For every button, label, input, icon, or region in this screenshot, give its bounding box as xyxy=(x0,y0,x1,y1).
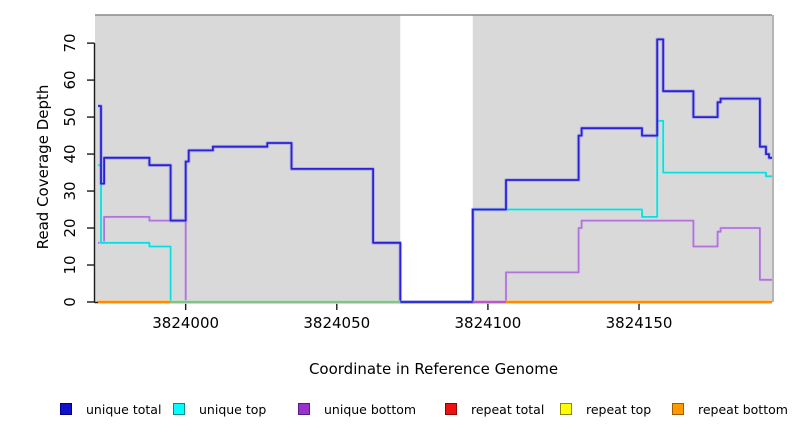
legend-swatch-icon xyxy=(445,403,457,415)
legend-swatch-icon xyxy=(560,403,572,415)
legend-swatch-icon xyxy=(173,403,185,415)
chart-legend: unique total unique top unique bottom repea… xyxy=(0,399,792,423)
legend-label: unique bottom xyxy=(324,401,417,417)
masked-gap-band xyxy=(400,15,473,302)
y-tick-label: 10 xyxy=(61,255,79,275)
legend-label: repeat top xyxy=(586,401,652,417)
x-tick-label: 3824050 xyxy=(303,314,371,332)
legend-swatch-icon xyxy=(298,403,310,415)
legend-label: repeat bottom xyxy=(698,401,788,417)
legend-label: repeat total xyxy=(471,401,545,417)
y-tick-label: 0 xyxy=(61,297,79,307)
legend-item-unique-top: unique top xyxy=(173,399,266,419)
x-tick-label: 3824000 xyxy=(152,314,220,332)
legend-item-unique-total: unique total xyxy=(60,399,161,419)
legend-item-repeat-top: repeat top xyxy=(560,399,651,419)
x-tick-label: 3824150 xyxy=(605,314,673,332)
series-line-unique-bottom xyxy=(98,216,772,303)
y-axis-title: Read Coverage Depth xyxy=(34,84,52,250)
y-tick-label: 60 xyxy=(61,70,79,90)
y-tick-label: 50 xyxy=(61,107,79,127)
y-tick-label: 20 xyxy=(61,218,79,238)
x-tick-label: 3824100 xyxy=(454,314,522,332)
legend-swatch-icon xyxy=(672,403,684,415)
legend-item-unique-bottom: unique bottom xyxy=(298,399,416,419)
legend-item-repeat-bottom: repeat bottom xyxy=(672,399,788,419)
legend-swatch-icon xyxy=(60,403,72,415)
legend-label: unique total xyxy=(86,401,162,417)
series-line-unique-total xyxy=(98,38,772,303)
series-line-unique-top xyxy=(98,119,772,303)
y-tick-label: 70 xyxy=(61,33,79,53)
legend-label: unique top xyxy=(199,401,267,417)
y-tick-label: 40 xyxy=(61,144,79,164)
legend-item-repeat-total: repeat total xyxy=(445,399,544,419)
y-tick-label: 30 xyxy=(61,181,79,201)
x-axis-title: Coordinate in Reference Genome xyxy=(308,360,559,378)
